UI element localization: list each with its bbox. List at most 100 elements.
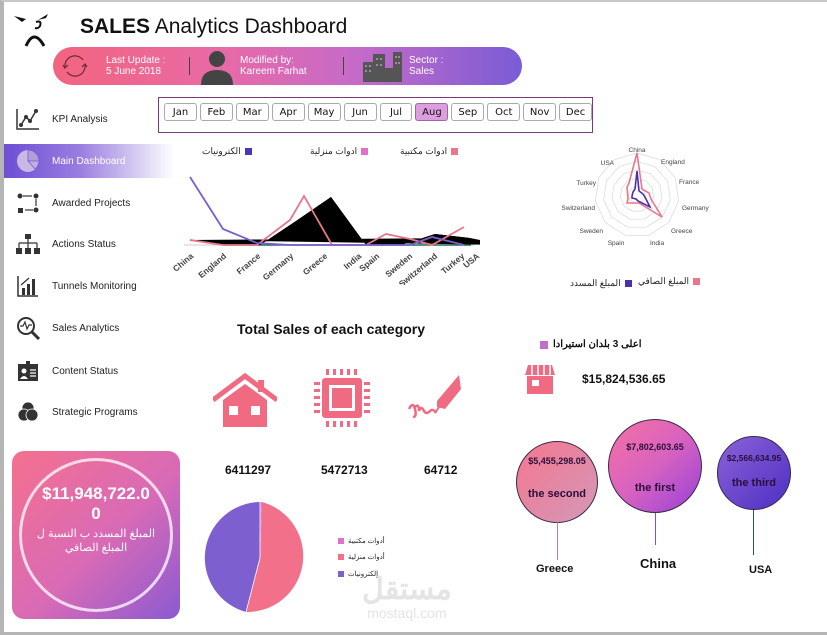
venn-icon	[16, 400, 40, 424]
buildings-icon	[363, 52, 402, 82]
svg-text:England: England	[661, 159, 685, 166]
radar-legend-paid: المبلغ المسدد	[570, 278, 632, 289]
month-button-jun[interactable]: Jun	[343, 103, 377, 121]
legend-swatch	[361, 148, 369, 155]
divider	[189, 57, 190, 75]
magnifier-pulse-icon	[16, 316, 40, 340]
svg-text:France: France	[679, 179, 700, 186]
radar-chart: China England France Germany Greece Indi…	[561, 147, 709, 247]
logo-icon	[14, 14, 48, 47]
sidebar-item-actions-status[interactable]: Actions Status	[4, 227, 174, 261]
month-button-oct[interactable]: Oct	[487, 103, 521, 121]
stem	[655, 513, 656, 545]
house-icon	[213, 372, 277, 427]
month-slicer: Jan Feb Mar Apr May Jun Jul Aug Sep Oct …	[158, 97, 593, 133]
svg-text:India: India	[650, 240, 664, 247]
month-button-jan[interactable]: Jan	[164, 103, 197, 121]
svg-text:Spain: Spain	[608, 240, 625, 247]
line-legend-household: ادوات منزلية	[310, 146, 369, 157]
workflow-icon	[16, 191, 40, 215]
svg-text:China: China	[171, 251, 196, 274]
country-bubble-greece: $5,455,298.05 the second	[516, 441, 598, 523]
svg-text:China: China	[629, 147, 646, 154]
page-title: SALES Analytics Dashboard	[80, 15, 348, 38]
org-chart-icon	[16, 232, 40, 256]
sector: Sector : Sales	[409, 55, 444, 77]
line-chart-icon	[16, 107, 40, 131]
svg-text:France: France	[235, 251, 263, 277]
line-legend-electronics: الكترونيات	[202, 146, 252, 157]
line-legend-office: ادوات مكتبية	[400, 146, 459, 157]
svg-text:Germany: Germany	[682, 205, 709, 212]
month-button-jul[interactable]: Jul	[379, 103, 413, 121]
stem	[557, 522, 558, 560]
chip-icon	[314, 369, 370, 427]
svg-text:Turkey: Turkey	[576, 180, 596, 187]
sidebar-item-content-status[interactable]: Content Status	[4, 354, 174, 388]
svg-text:Switzerland: Switzerland	[561, 205, 595, 212]
pie-chart-icon	[16, 149, 40, 173]
month-button-nov[interactable]: Nov	[523, 103, 557, 121]
country-label-greece: Greece	[536, 563, 574, 575]
last-update: Last Update : 5 June 2018	[106, 55, 166, 77]
svg-text:England: England	[196, 251, 228, 280]
legend-swatch	[244, 148, 252, 155]
svg-text:Spain: Spain	[357, 251, 381, 274]
category-value-household: 6411297	[225, 463, 272, 477]
legend-swatch	[624, 280, 632, 287]
country-label-china: China	[640, 556, 677, 571]
category-value-office: 64712	[424, 463, 458, 477]
svg-text:USA: USA	[461, 251, 480, 270]
top-countries-title: اعلى 3 بلدان استيرادا	[540, 339, 641, 350]
country-label-usa: USA	[749, 564, 773, 576]
category-section-title: Total Sales of each category	[237, 321, 426, 337]
legend-swatch	[338, 571, 344, 577]
month-button-apr[interactable]: Apr	[271, 103, 305, 121]
svg-text:USA: USA	[601, 160, 615, 167]
pie-legend-electronics: إلكترونيات	[338, 570, 378, 578]
month-button-sep[interactable]: Sep	[451, 103, 485, 121]
pie-chart	[204, 501, 304, 613]
paid-ratio-card: $11,948,722.0 0 المبلغ المسدد ب النسبة ل…	[12, 451, 180, 619]
svg-text:Sweden: Sweden	[580, 228, 604, 235]
country-bubble-usa: $2,566,634.95 the third	[717, 436, 791, 510]
top-countries-total: $15,824,536.65	[582, 372, 666, 386]
watermark: مستقل mostaql.com	[362, 573, 452, 622]
svg-text:Germany: Germany	[261, 251, 296, 283]
sidebar-item-awarded-projects[interactable]: Awarded Projects	[4, 186, 174, 220]
bar-chart-icon	[16, 274, 40, 298]
month-button-aug[interactable]: Aug	[415, 103, 449, 121]
pie-legend-household: أدوات منزلية	[338, 553, 385, 561]
line-chart: China England France Germany Greece Indi…	[171, 176, 480, 285]
legend-swatch	[540, 340, 548, 349]
divider	[343, 57, 344, 75]
pen-signature-icon	[407, 375, 461, 419]
sidebar-item-strategic-programs[interactable]: Strategic Programs	[4, 395, 174, 429]
modified-by: Modified by: Kareem Farhat	[240, 55, 307, 77]
month-button-mar[interactable]: Mar	[235, 103, 269, 121]
legend-swatch	[338, 554, 344, 560]
svg-text:Greece: Greece	[671, 228, 693, 235]
month-button-feb[interactable]: Feb	[199, 103, 233, 121]
legend-swatch	[338, 538, 344, 544]
info-banner: Last Update : 5 June 2018 Modified by: K…	[53, 47, 522, 85]
svg-text:Greece: Greece	[301, 251, 330, 277]
legend-swatch	[451, 148, 459, 155]
month-button-dec[interactable]: Dec	[559, 103, 593, 121]
store-icon	[525, 365, 555, 394]
sidebar-item-tunnels-monitoring[interactable]: Tunnels Monitoring	[4, 269, 174, 303]
month-button-may[interactable]: May	[307, 103, 341, 121]
paid-ratio-label: المبلغ المسدد ب النسبة ل المبلغ الصافي	[36, 528, 156, 554]
pie-legend-office: أدوات مكتبية	[338, 537, 385, 545]
country-bubble-china: $7,802,603.65 the first	[608, 419, 702, 513]
sidebar-item-main-dashboard[interactable]: Main Dashboard	[4, 144, 174, 178]
sidebar-item-sales-analytics[interactable]: Sales Analytics	[4, 311, 174, 345]
progress-ring	[19, 458, 173, 612]
user-icon	[201, 51, 233, 85]
sidebar-item-kpi-analysis[interactable]: KPI Analysis	[4, 102, 174, 136]
id-card-icon	[16, 359, 40, 383]
stem	[753, 510, 754, 555]
refresh-icon	[62, 55, 88, 77]
paid-ratio-value: $11,948,722.0 0	[42, 484, 150, 523]
